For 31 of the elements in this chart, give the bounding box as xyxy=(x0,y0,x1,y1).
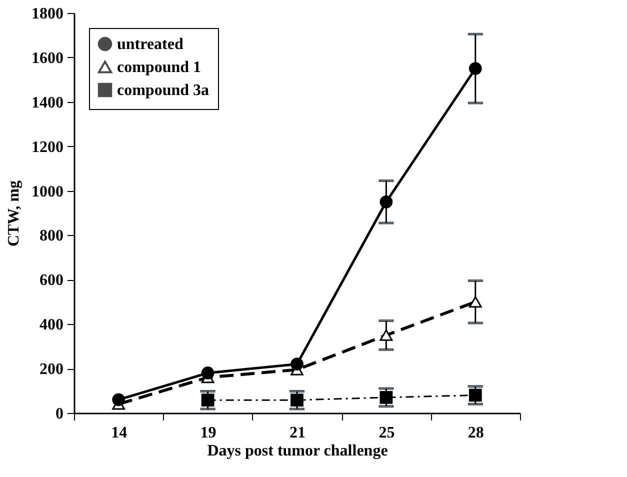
point xyxy=(290,394,304,407)
x-tick-label: 21 xyxy=(290,424,306,442)
y-tick-label: 1000 xyxy=(32,183,64,200)
y-tick-label: 1400 xyxy=(32,94,64,112)
point xyxy=(468,62,482,75)
legend-label: compound 1 xyxy=(117,59,202,76)
point xyxy=(201,366,214,380)
legend-label: compound 3a xyxy=(117,82,210,99)
y-tick-label: 0 xyxy=(56,406,64,422)
x-axis-title: Days post tumor challenge xyxy=(207,442,388,460)
x-tick-label: 19 xyxy=(200,424,216,442)
point xyxy=(468,296,482,308)
y-tick-label: 1800 xyxy=(32,6,64,22)
point xyxy=(380,195,393,208)
y-tick-label: 600 xyxy=(40,272,64,290)
point xyxy=(112,393,126,406)
y-tick-label: 400 xyxy=(40,316,64,334)
point xyxy=(468,388,482,402)
x-tick-label: 28 xyxy=(468,424,484,442)
y-tick-label: 1200 xyxy=(32,138,64,156)
point xyxy=(201,394,214,407)
y-axis-title: CTW, mg xyxy=(6,180,22,247)
y-tick-label: 200 xyxy=(40,361,64,378)
point xyxy=(290,358,304,371)
y-tick-label: 1600 xyxy=(32,50,64,67)
point xyxy=(380,330,393,341)
point xyxy=(380,390,393,404)
x-tick-label: 25 xyxy=(378,424,395,442)
x-tick-label: 14 xyxy=(111,424,128,442)
y-tick-label: 800 xyxy=(40,228,64,245)
legend-label: untreated xyxy=(117,36,184,53)
